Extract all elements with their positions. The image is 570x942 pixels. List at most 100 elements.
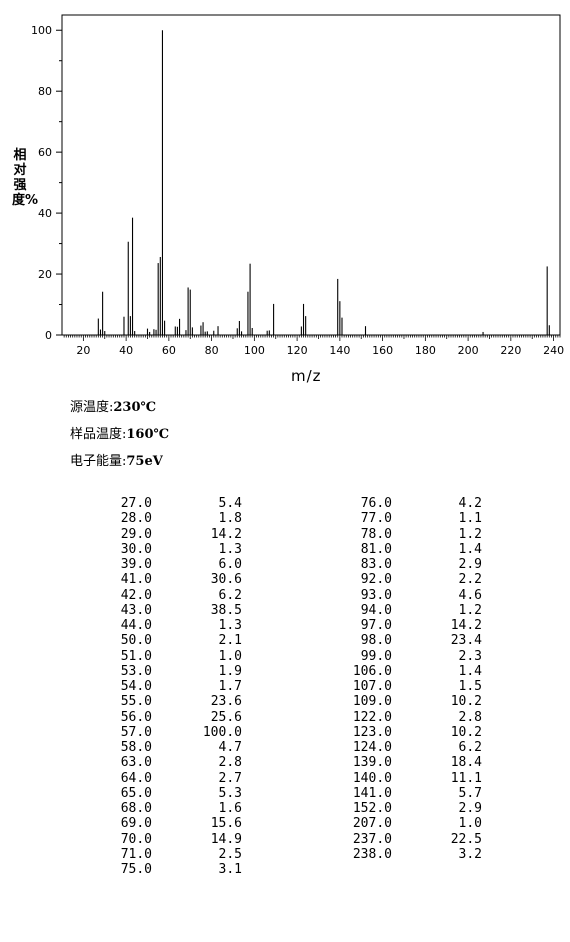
peak-mz: 139.0 (352, 755, 392, 771)
source-temperature-value: 230℃ (113, 400, 157, 415)
peak-mz: 63.0 (120, 755, 152, 771)
peak-intensity: 23.4 (450, 633, 482, 649)
peak-mz: 68.0 (120, 801, 152, 816)
plot-frame (61, 14, 561, 336)
peak-intensity: 4.2 (458, 496, 482, 511)
peak-mz: 54.0 (120, 679, 152, 694)
peak-mz: 107.0 (352, 679, 392, 694)
peak-intensity: 25.6 (210, 709, 242, 725)
peak-intensity: 1.7 (218, 679, 242, 694)
peak-intensity: 1.3 (218, 618, 242, 633)
peak-intensity: 18.4 (450, 755, 482, 771)
peak-mz: 97.0 (360, 618, 392, 633)
peak-mz: 69.0 (120, 816, 152, 832)
sample-temperature-label: 样品温度: (70, 427, 127, 442)
y-tick-label: 40 (38, 207, 52, 220)
electron-energy: 电子能量:75eV (70, 450, 163, 469)
peak-mz: 122.0 (352, 709, 392, 725)
x-tick-label: 200 (458, 344, 479, 357)
y-tick-label: 0 (45, 329, 52, 342)
y-tick-label: 80 (38, 85, 52, 98)
peak-mz: 43.0 (120, 602, 152, 618)
peak-mz: 65.0 (120, 785, 152, 801)
peak-mz: 106.0 (352, 663, 392, 679)
peak-mz: 57.0 (120, 724, 152, 740)
peak-mz: 123.0 (352, 724, 392, 740)
peak-mz: 30.0 (120, 541, 152, 557)
peak-mz: 207.0 (352, 816, 392, 832)
peak-mz: 44.0 (120, 618, 152, 633)
peak-intensity: 6.2 (218, 587, 242, 603)
peak-intensity: 6.2 (458, 740, 482, 755)
peak-intensity: 4.7 (218, 740, 242, 755)
peak-intensity: 4.6 (458, 587, 482, 603)
peak-mz: 124.0 (352, 740, 392, 755)
peak-mz: 50.0 (120, 633, 152, 649)
peak-intensity: 2.9 (458, 801, 482, 816)
peak-intensity: 30.6 (210, 572, 242, 588)
peak-mz: 53.0 (120, 663, 152, 679)
peak-intensity: 2.9 (458, 557, 482, 572)
peak-intensity: 2.1 (218, 633, 242, 649)
x-tick-label: 160 (372, 344, 393, 357)
peak-mz: 28.0 (120, 511, 152, 527)
x-tick-label: 60 (162, 344, 176, 357)
peak-intensity: 1.4 (458, 541, 482, 557)
peak-intensity: 1.0 (458, 816, 482, 832)
y-tick-label: 20 (38, 268, 52, 281)
peak-mz: 64.0 (120, 770, 152, 786)
peak-intensity: 1.0 (218, 648, 242, 664)
peak-intensity: 1.3 (218, 541, 242, 557)
peak-mz: 98.0 (360, 633, 392, 649)
peak-mz: 99.0 (360, 648, 392, 664)
x-tick-label: 40 (119, 344, 133, 357)
peak-mz: 93.0 (360, 587, 392, 603)
peak-intensity: 3.1 (218, 862, 242, 877)
peak-mz: 42.0 (120, 587, 152, 603)
sample-temperature-value: 160℃ (126, 427, 170, 442)
source-temperature: 源温度:230℃ (70, 396, 156, 415)
peak-mz: 237.0 (352, 831, 392, 847)
y-tick-label: 100 (31, 24, 52, 37)
x-tick-label: 120 (287, 344, 308, 357)
peak-mz: 55.0 (120, 694, 152, 710)
electron-energy-value: 75eV (126, 454, 163, 469)
peak-mz: 92.0 (360, 572, 392, 588)
x-tick-label: 20 (76, 344, 90, 357)
peak-mz: 70.0 (120, 831, 152, 847)
y-axis-label: 相对强度% (12, 148, 39, 208)
peak-mz: 109.0 (352, 694, 392, 710)
electron-energy-label: 电子能量: (70, 454, 127, 469)
peak-intensity: 14.9 (210, 831, 242, 847)
x-tick-label: 100 (244, 344, 265, 357)
peak-mz: 27.0 (120, 496, 152, 511)
peak-intensity: 1.2 (458, 526, 482, 542)
peak-mz: 39.0 (120, 557, 152, 572)
peak-mz: 140.0 (352, 770, 392, 786)
peak-intensity: 14.2 (450, 618, 482, 633)
peak-mz: 83.0 (360, 557, 392, 572)
peak-mz: 94.0 (360, 602, 392, 618)
peak-mz: 41.0 (120, 572, 152, 588)
x-tick-label: 80 (205, 344, 219, 357)
peak-intensity: 38.5 (210, 602, 242, 618)
peak-intensity: 2.3 (458, 648, 482, 664)
peak-intensity: 2.2 (458, 572, 482, 588)
peak-mz: 51.0 (120, 648, 152, 664)
peak-mz: 78.0 (360, 526, 392, 542)
peak-mz: 75.0 (120, 862, 152, 877)
peak-intensity: 2.8 (458, 709, 482, 725)
y-axis: 0 20 40 60 80 100 (31, 24, 62, 342)
peak-intensity: 1.2 (458, 602, 482, 618)
peak-intensity: 10.2 (450, 694, 482, 710)
x-tick-label: 220 (500, 344, 521, 357)
peak-intensity: 11.1 (450, 770, 482, 786)
x-axis: 20 40 60 80 100 120 140 160 180 200 220 240 (63, 335, 564, 357)
peak-intensity: 2.7 (218, 770, 242, 786)
peak-intensity: 10.2 (450, 724, 482, 740)
x-tick-label: 240 (543, 344, 564, 357)
peak-intensity: 14.2 (210, 526, 242, 542)
peak-mz: 29.0 (120, 526, 152, 542)
peak-intensity: 1.8 (218, 511, 242, 527)
